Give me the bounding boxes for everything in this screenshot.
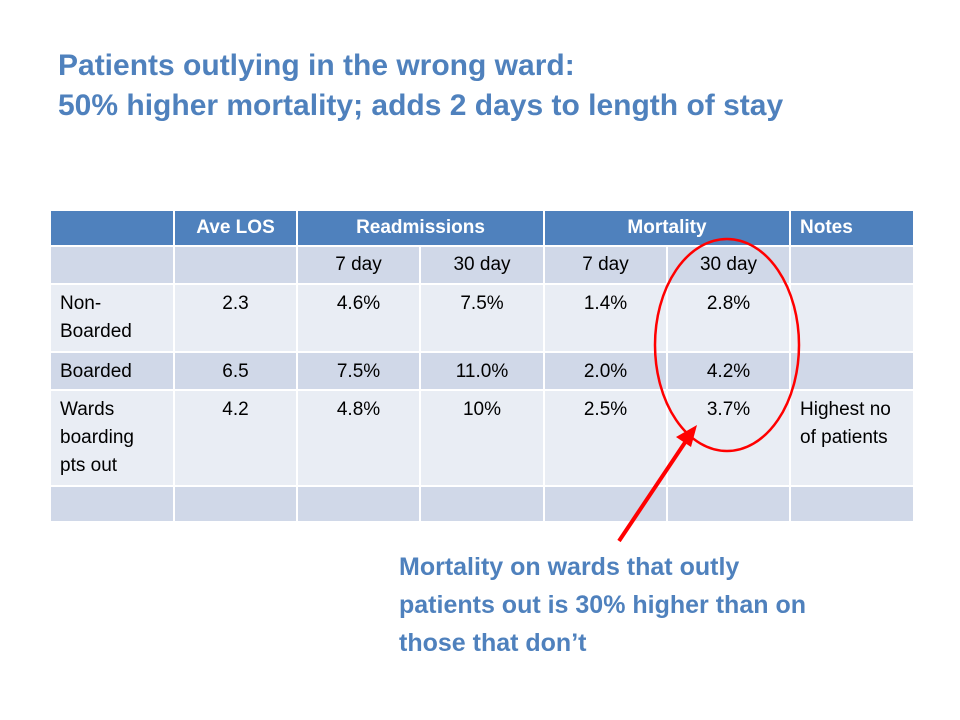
subheader-cell: 7 day xyxy=(543,245,668,285)
table-cell xyxy=(789,283,915,353)
table-cell: 4.8% xyxy=(296,389,421,487)
subheader-cell: 30 day xyxy=(419,245,545,285)
table-cell xyxy=(173,485,298,523)
table-cell: 2.0% xyxy=(543,351,668,391)
table-cell: 2.5% xyxy=(543,389,668,487)
subheader-cell xyxy=(173,245,298,285)
title-line-1: Patients outlying in the wrong ward: xyxy=(58,49,575,82)
slide-title: Patients outlying in the wrong ward: 50%… xyxy=(58,46,938,126)
table-row: Wards boarding pts out 4.2 4.8% 10% 2.5%… xyxy=(49,389,915,487)
table-cell: 4.2 xyxy=(173,389,298,487)
callout-line-2: patients out is 30% higher than on xyxy=(399,591,806,619)
table-cell: 7.5% xyxy=(419,283,545,353)
row-label: Boarded xyxy=(49,351,175,391)
table-cell: 11.0% xyxy=(419,351,545,391)
table-cell xyxy=(666,485,791,523)
header-cell-readmissions: Readmissions xyxy=(296,209,545,247)
table-cell: 4.6% xyxy=(296,283,421,353)
table-subheader-row: 7 day 30 day 7 day 30 day xyxy=(49,245,915,285)
table-cell: 6.5 xyxy=(173,351,298,391)
table-cell xyxy=(789,485,915,523)
data-table: Ave LOS Readmissions Mortality Notes 7 d… xyxy=(49,209,915,523)
callout-line-1: Mortality on wards that outly xyxy=(399,553,740,581)
subheader-cell: 7 day xyxy=(296,245,421,285)
table-header-row: Ave LOS Readmissions Mortality Notes xyxy=(49,209,915,247)
table-row: Boarded 6.5 7.5% 11.0% 2.0% 4.2% xyxy=(49,351,915,391)
subheader-cell xyxy=(789,245,915,285)
table-cell: 1.4% xyxy=(543,283,668,353)
table-row xyxy=(49,485,915,523)
table-cell: 4.2% xyxy=(666,351,791,391)
header-cell-ave-los: Ave LOS xyxy=(173,209,298,247)
subheader-cell: 30 day xyxy=(666,245,791,285)
table-cell: 10% xyxy=(419,389,545,487)
table-cell: 7.5% xyxy=(296,351,421,391)
header-cell-notes: Notes xyxy=(789,209,915,247)
table-cell: Highest no of patients xyxy=(789,389,915,487)
table-cell xyxy=(789,351,915,391)
row-label: Non-Boarded xyxy=(49,283,175,353)
subheader-cell xyxy=(49,245,175,285)
table-cell: 3.7% xyxy=(666,389,791,487)
callout-line-3: those that don’t xyxy=(399,629,587,657)
header-cell-mortality: Mortality xyxy=(543,209,791,247)
table-cell: 2.3 xyxy=(173,283,298,353)
row-label: Wards boarding pts out xyxy=(49,389,175,487)
table-row: Non-Boarded 2.3 4.6% 7.5% 1.4% 2.8% xyxy=(49,283,915,353)
table-cell xyxy=(419,485,545,523)
table-cell xyxy=(49,485,175,523)
header-cell-blank xyxy=(49,209,175,247)
callout-text: Mortality on wards that outly patients o… xyxy=(399,548,899,662)
table-cell xyxy=(543,485,668,523)
table-cell: 2.8% xyxy=(666,283,791,353)
title-line-2: 50% higher mortality; adds 2 days to len… xyxy=(58,89,784,122)
table-cell xyxy=(296,485,421,523)
